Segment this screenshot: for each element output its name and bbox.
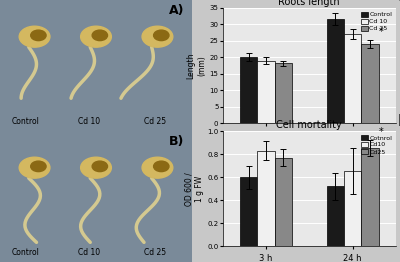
Bar [327, 19, 344, 123]
Text: A): A) [169, 4, 184, 17]
Circle shape [81, 26, 111, 47]
Text: Control: Control [12, 117, 39, 126]
Text: Cd 25: Cd 25 [144, 117, 166, 126]
Title: Cell mortality: Cell mortality [276, 120, 342, 130]
Legend: Control, Cd 10, Cd 25: Control, Cd 10, Cd 25 [361, 11, 393, 32]
Bar [257, 61, 274, 123]
Circle shape [154, 161, 169, 172]
Circle shape [19, 157, 50, 178]
Circle shape [92, 161, 108, 172]
Legend: Cotnrol, Cd10, Cd25: Cotnrol, Cd10, Cd25 [361, 134, 393, 155]
Text: Cd 25: Cd 25 [144, 248, 166, 257]
Circle shape [142, 26, 173, 47]
Text: *: * [379, 27, 384, 37]
Circle shape [19, 26, 50, 47]
Circle shape [154, 30, 169, 41]
Bar [361, 44, 379, 123]
Circle shape [81, 157, 111, 178]
Text: C): C) [398, 0, 400, 6]
Bar [327, 186, 344, 246]
Text: Control: Control [12, 248, 39, 257]
Bar [344, 171, 361, 246]
Bar [274, 157, 292, 246]
Title: Roots length: Roots length [278, 0, 340, 7]
Bar [240, 177, 257, 246]
Bar [344, 34, 361, 123]
Text: Cd 10: Cd 10 [78, 117, 100, 126]
Bar [274, 63, 292, 123]
Y-axis label: Length
(mm): Length (mm) [186, 52, 206, 79]
Circle shape [142, 157, 173, 178]
Text: *: * [379, 127, 384, 137]
Bar [240, 57, 257, 123]
Circle shape [92, 30, 108, 41]
Text: Cd 10: Cd 10 [78, 248, 100, 257]
Bar [257, 151, 274, 246]
Text: B): B) [169, 135, 184, 148]
Y-axis label: OD 600 /
1 g FW: OD 600 / 1 g FW [184, 172, 204, 205]
Circle shape [31, 30, 46, 41]
Circle shape [31, 161, 46, 172]
Bar [361, 148, 379, 246]
Text: D): D) [398, 114, 400, 129]
